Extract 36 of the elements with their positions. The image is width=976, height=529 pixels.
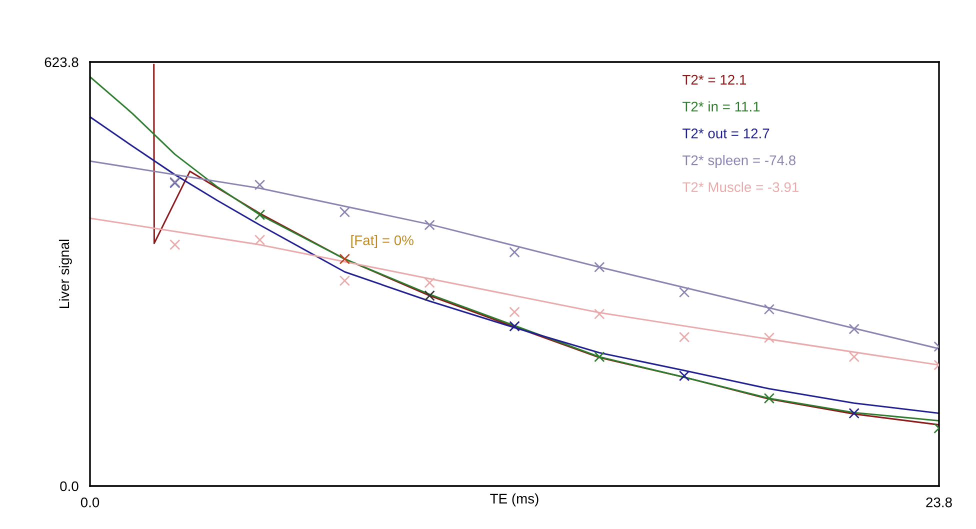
point	[678, 332, 690, 342]
point	[424, 220, 435, 230]
point	[764, 332, 775, 344]
point	[594, 262, 605, 272]
text: T2* in = 11.1	[682, 101, 760, 112]
line-series	[90, 217, 939, 366]
y-axis-title: Liver signal	[58, 240, 72, 308]
point	[254, 180, 266, 190]
point	[848, 408, 860, 419]
point	[424, 290, 435, 302]
point	[254, 209, 266, 220]
annotation: [Fat] = 0%	[351, 235, 414, 248]
x-tick-label: 23.8	[926, 497, 952, 508]
point	[170, 239, 180, 250]
point	[339, 254, 350, 264]
text: T2* spleen = -74.8	[682, 155, 796, 168]
point	[254, 234, 266, 246]
point	[339, 206, 350, 218]
point	[848, 324, 860, 334]
point	[339, 275, 350, 286]
point	[424, 277, 435, 288]
point	[678, 286, 690, 298]
point	[764, 392, 775, 404]
text: T2* out = 12.7	[682, 128, 770, 138]
text: T2* = 12.1	[682, 74, 746, 85]
point	[764, 304, 775, 315]
point	[509, 306, 520, 318]
point	[678, 370, 690, 382]
point	[594, 308, 605, 320]
point	[848, 352, 860, 362]
point	[509, 320, 520, 332]
point	[509, 246, 520, 258]
x-axis-title: TE (ms)	[490, 493, 538, 506]
point	[594, 352, 605, 362]
text: T2* Muscle = -3.91	[682, 182, 798, 192]
y-tick-label: 623.8	[44, 57, 78, 68]
